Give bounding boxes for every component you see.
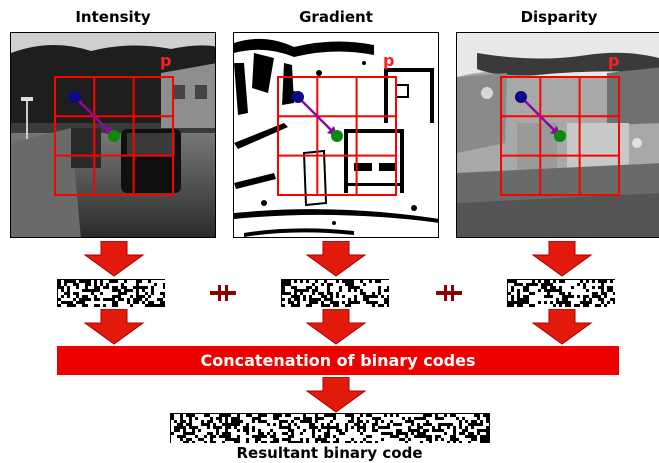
down-arrow-icon xyxy=(83,241,145,277)
down-arrow-icon xyxy=(83,309,145,345)
disparity-image xyxy=(456,32,659,238)
gradient-binary-code xyxy=(281,279,390,307)
gradient-title: Gradient xyxy=(299,8,373,26)
intensity-title: Intensity xyxy=(75,8,151,26)
resultant-label: Resultant binary code xyxy=(236,444,423,462)
down-arrow-icon xyxy=(305,309,367,345)
down-arrow-icon xyxy=(531,241,593,277)
disparity-p-label: p xyxy=(608,51,620,70)
gradient-p-label: p xyxy=(383,51,395,70)
down-arrow-icon xyxy=(305,241,367,277)
intensity-image xyxy=(10,32,216,238)
gradient-image xyxy=(233,32,439,238)
disparity-title: Disparity xyxy=(520,8,598,26)
concat-plus-icon xyxy=(210,285,236,301)
intensity-binary-code xyxy=(57,279,166,307)
down-arrow-icon xyxy=(305,377,367,413)
resultant-binary-code xyxy=(170,413,490,444)
intensity-p-label: p xyxy=(160,51,172,70)
disparity-binary-code xyxy=(507,279,616,307)
down-arrow-icon xyxy=(531,309,593,345)
concat-plus-icon xyxy=(436,285,462,301)
concatenation-label: Concatenation of binary codes xyxy=(200,351,476,370)
concatenation-bar: Concatenation of binary codes xyxy=(57,346,619,375)
